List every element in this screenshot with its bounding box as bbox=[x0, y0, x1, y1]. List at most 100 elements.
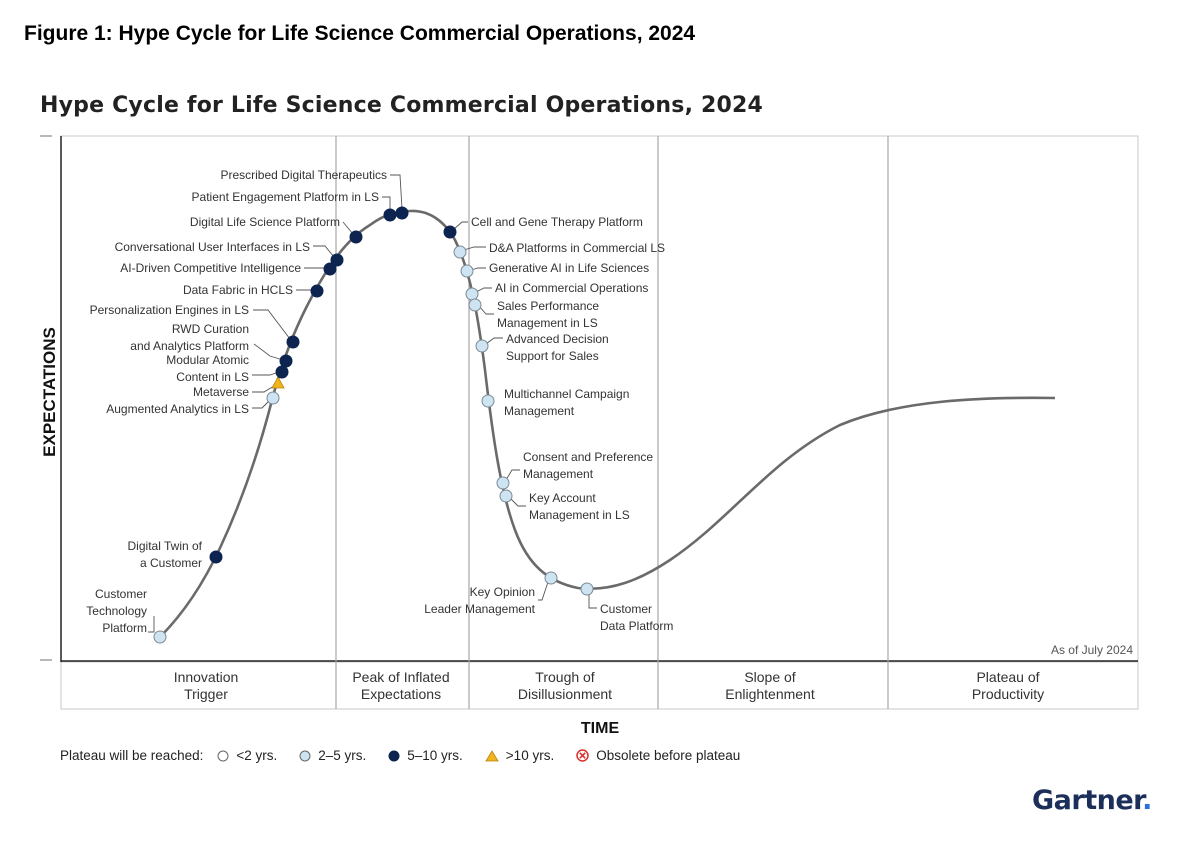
tech-marker bbox=[395, 206, 409, 220]
legend-item-gt10: >10 yrs. bbox=[485, 748, 554, 763]
label-leader bbox=[252, 385, 275, 393]
label-leader bbox=[253, 309, 291, 340]
tech-marker bbox=[580, 582, 594, 596]
label-leader bbox=[463, 246, 486, 251]
tech-label: Cell and Gene Therapy Platform bbox=[471, 215, 643, 229]
circle-lightblue-icon bbox=[299, 750, 311, 761]
legend-label: >10 yrs. bbox=[505, 748, 555, 763]
phase-label: Slope of Enlightenment bbox=[725, 669, 815, 702]
tech-label: Augmented Analytics in LS bbox=[106, 402, 249, 416]
circle-navy-icon bbox=[388, 750, 400, 761]
tech-marker bbox=[323, 262, 337, 276]
tech-label: Personalization Engines in LS bbox=[90, 303, 249, 317]
technology-labels: Customer Technology Platform Digital Twin o… bbox=[86, 168, 673, 635]
tech-label: Customer Technology Platform bbox=[86, 587, 147, 635]
legend-item-2to5: 2–5 yrs. bbox=[299, 748, 366, 763]
label-leader bbox=[382, 196, 391, 211]
legend: Plateau will be reached: <2 yrs. 2–5 yrs… bbox=[60, 748, 762, 763]
label-leader bbox=[478, 305, 494, 315]
tech-label: Advanced Decision Support for Sales bbox=[506, 332, 609, 363]
tech-marker bbox=[496, 476, 510, 490]
phase-label: Innovation Trigger bbox=[174, 669, 239, 702]
phase-label: Trough of Disillusionment bbox=[518, 669, 612, 702]
label-leader bbox=[505, 469, 520, 481]
legend-item-5to10: 5–10 yrs. bbox=[388, 748, 463, 763]
as-of-note: As of July 2024 bbox=[1051, 643, 1133, 657]
tech-marker bbox=[453, 245, 467, 259]
label-leader bbox=[252, 399, 271, 409]
technology-points bbox=[153, 206, 594, 644]
phase-labels: Innovation Trigger Peak of Inflated Expecta… bbox=[174, 669, 1044, 702]
tech-marker bbox=[475, 339, 489, 353]
tech-label: Key Opinion Leader Management bbox=[424, 585, 535, 616]
tech-marker bbox=[544, 571, 558, 585]
label-leader bbox=[509, 497, 526, 507]
triangle-yellow-icon bbox=[485, 749, 499, 761]
legend-label: <2 yrs. bbox=[236, 748, 278, 763]
gartner-logo: Gartner. bbox=[1032, 785, 1152, 816]
tech-label: Prescribed Digital Therapeutics bbox=[220, 168, 387, 182]
tech-marker bbox=[266, 391, 280, 405]
label-leaders bbox=[148, 174, 597, 633]
tech-marker-triangle bbox=[271, 376, 285, 389]
tech-marker bbox=[383, 208, 397, 222]
obsolete-x-icon bbox=[576, 749, 589, 762]
tech-label: Patient Engagement Platform in LS bbox=[192, 190, 379, 204]
tech-label: Digital Life Science Platform bbox=[190, 215, 340, 229]
legend-item-lt2: <2 yrs. bbox=[217, 748, 277, 763]
tech-label: Digital Twin of a Customer bbox=[128, 539, 203, 570]
tech-marker bbox=[153, 630, 167, 644]
label-leader bbox=[148, 616, 155, 633]
tech-marker bbox=[481, 394, 495, 408]
phase-label: Peak of Inflated Expectations bbox=[352, 669, 449, 702]
x-axis-title: TIME bbox=[581, 720, 620, 737]
tech-marker bbox=[460, 264, 474, 278]
figure-caption: Figure 1: Hype Cycle for Life Science Co… bbox=[24, 22, 696, 45]
y-axis-title: EXPECTATIONS bbox=[40, 327, 59, 457]
label-leader bbox=[538, 581, 549, 601]
tech-marker bbox=[209, 550, 223, 564]
tech-marker bbox=[443, 225, 457, 239]
tech-label: AI-Driven Competitive Intelligence bbox=[120, 261, 301, 275]
tech-label: AI in Commercial Operations bbox=[495, 281, 648, 295]
tech-marker bbox=[349, 230, 363, 244]
tech-label: Key Account Management in LS bbox=[529, 491, 630, 522]
label-leader bbox=[252, 371, 280, 376]
circle-white-icon bbox=[217, 750, 229, 761]
tech-label: Consent and Preference Management bbox=[523, 450, 653, 481]
tech-marker bbox=[499, 489, 513, 503]
tech-marker bbox=[279, 354, 293, 368]
tech-label: Multichannel Campaign Management bbox=[504, 387, 629, 418]
tech-marker bbox=[310, 284, 324, 298]
tech-label: Generative AI in Life Sciences bbox=[489, 261, 649, 275]
label-leader bbox=[453, 221, 468, 230]
tech-marker bbox=[330, 253, 344, 267]
tech-label: Data Fabric in HCLS bbox=[183, 283, 293, 297]
tech-label: D&A Platforms in Commercial LS bbox=[489, 241, 665, 255]
label-leader bbox=[253, 343, 284, 361]
tech-label: Customer Data Platform bbox=[600, 602, 673, 633]
legend-label: Obsolete before plateau bbox=[596, 748, 741, 763]
tech-marker bbox=[286, 335, 300, 349]
chart-title: Hype Cycle for Life Science Commercial O… bbox=[40, 93, 764, 118]
legend-label: 2–5 yrs. bbox=[318, 748, 367, 763]
tech-label: Sales Performance Management in LS bbox=[497, 299, 599, 330]
phase-band bbox=[60, 661, 1139, 710]
tech-label: RWD Curation and Analytics Platform bbox=[130, 322, 249, 353]
tech-marker bbox=[468, 298, 482, 312]
phase-dividers bbox=[335, 136, 889, 709]
legend-title: Plateau will be reached: bbox=[60, 748, 204, 763]
tech-marker bbox=[465, 287, 479, 301]
tech-label: Modular Atomic Content in LS bbox=[166, 353, 249, 384]
label-leader bbox=[470, 267, 486, 271]
legend-label: 5–10 yrs. bbox=[407, 748, 463, 763]
label-leader bbox=[588, 593, 597, 609]
tech-label: Conversational User Interfaces in LS bbox=[115, 240, 310, 254]
label-leader bbox=[390, 174, 403, 210]
label-leader bbox=[313, 245, 335, 258]
label-leader bbox=[485, 337, 503, 345]
legend-item-obsolete: Obsolete before plateau bbox=[576, 748, 740, 763]
label-leader bbox=[475, 287, 492, 293]
phase-label: Plateau of Productivity bbox=[972, 669, 1044, 702]
